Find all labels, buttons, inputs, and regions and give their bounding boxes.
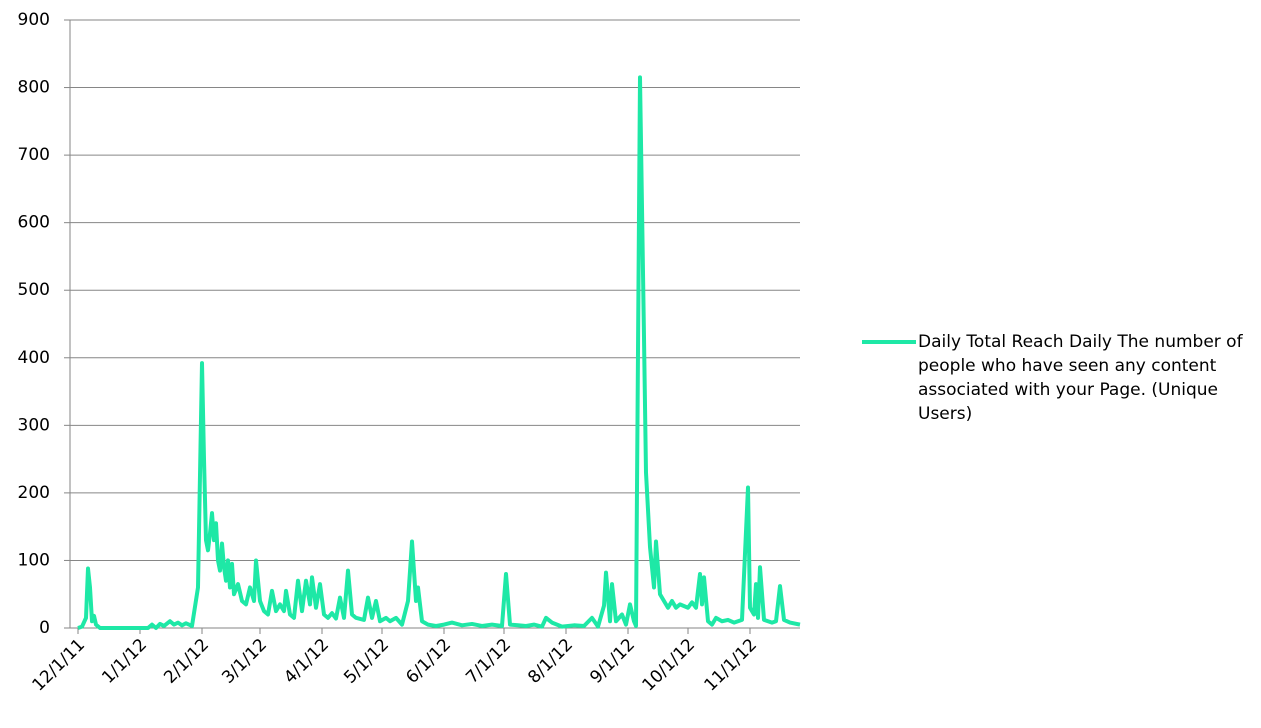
y-tick-label: 300 [18, 415, 50, 435]
x-tick-label: 2/1/12 [160, 635, 213, 688]
y-tick-label: 600 [18, 213, 50, 233]
x-tick-label: 3/1/12 [218, 635, 271, 688]
x-tick-label: 8/1/12 [524, 635, 577, 688]
x-tick-label: 10/1/12 [639, 635, 699, 695]
y-tick-label: 800 [18, 78, 50, 98]
x-tick-label: 6/1/12 [402, 635, 455, 688]
y-tick-label: 900 [18, 10, 50, 30]
x-tick-label: 4/1/12 [280, 635, 333, 688]
x-tick-label: 9/1/12 [586, 635, 639, 688]
y-tick-label: 700 [18, 145, 50, 165]
y-tick-label: 500 [18, 280, 50, 300]
y-tick-label: 400 [18, 348, 50, 368]
x-tick-label: 12/1/11 [29, 635, 89, 695]
y-tick-label: 100 [18, 550, 50, 570]
x-tick-label: 5/1/12 [340, 635, 393, 688]
x-tick-label: 7/1/12 [462, 635, 515, 688]
x-tick-label: 1/1/12 [98, 635, 151, 688]
y-tick-label: 200 [18, 483, 50, 503]
legend-label: Daily Total Reach Daily The number of pe… [918, 332, 1243, 424]
data-line [77, 75, 801, 630]
y-tick-label: 0 [39, 618, 50, 638]
x-tick-label: 11/1/12 [701, 635, 761, 695]
